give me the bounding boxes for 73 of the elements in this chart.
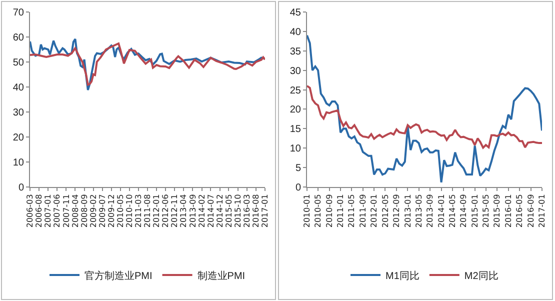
- x-tick-label: 2014-05: [448, 194, 457, 228]
- x-tick-label: 2016-03: [242, 194, 252, 228]
- x-tick-label: 2007-06: [52, 194, 62, 228]
- y-tick-label: 70: [12, 8, 24, 18]
- x-tick-label: 2011-09: [358, 194, 368, 228]
- x-tick-label: 2013-05: [414, 194, 424, 228]
- x-tick-label: 2015-01: [470, 194, 480, 228]
- x-tick-label: 2015-05: [481, 194, 490, 228]
- line-series: [307, 34, 542, 184]
- x-tick-label: 2012-06: [161, 194, 170, 228]
- x-tick-label: 2010-09: [324, 194, 334, 228]
- y-tick-label: 30: [12, 108, 24, 118]
- x-tick-label: 2007-11: [62, 194, 71, 228]
- legend-label: M2同比: [464, 270, 498, 282]
- x-tick-label: 2017-01: [260, 194, 270, 228]
- x-tick-label: 2013-01: [403, 194, 412, 228]
- x-tick-label: 2015-05: [224, 194, 234, 228]
- y-tick-label: 0: [295, 182, 302, 194]
- x-tick-label: 2016-05: [515, 194, 524, 228]
- y-tick-label: 45: [290, 8, 302, 18]
- y-tick-label: 30: [290, 66, 302, 77]
- x-tick-label: 2009-07: [98, 194, 107, 228]
- x-tick-label: 2011-08: [143, 194, 152, 228]
- x-tick-label: 2008-04: [70, 194, 80, 228]
- x-tick-label: 2010-01: [302, 194, 312, 228]
- x-tick-label: 2013-09: [188, 194, 198, 228]
- line-series: [307, 84, 542, 149]
- x-tick-label: 2015-09: [492, 194, 502, 228]
- y-tick-label: 10: [12, 158, 24, 168]
- x-tick-label: 2013-09: [426, 194, 435, 228]
- x-tick-label: 2010-10: [125, 194, 134, 228]
- x-tick-label: 2011-05: [347, 194, 356, 228]
- x-tick-label: 2014-02: [197, 194, 206, 228]
- x-tick-label: 2008-09: [80, 194, 89, 228]
- y-tick-label: 50: [12, 58, 24, 68]
- legend-label: 制造业PMI: [197, 270, 246, 282]
- x-tick-label: 2016-09: [526, 194, 536, 228]
- x-tick-label: 2010-05: [314, 194, 323, 228]
- x-tick-label: 2011-01: [336, 194, 346, 228]
- legend-label: 官方制造业PMI: [84, 270, 152, 282]
- y-tick-label: 40: [290, 26, 302, 38]
- y-tick-label: 60: [12, 32, 24, 44]
- x-tick-label: 2015-10: [233, 194, 242, 228]
- y-tick-label: 40: [12, 82, 24, 94]
- x-tick-label: 2017-01: [538, 194, 547, 228]
- x-tick-label: 2014-12: [215, 194, 224, 228]
- x-tick-label: 2010-05: [116, 194, 125, 228]
- x-tick-label: 2012-09: [392, 194, 402, 228]
- x-tick-label: 2016-01: [504, 194, 513, 228]
- y-tick-label: 20: [12, 132, 24, 144]
- x-tick-label: 2012-01: [152, 194, 162, 228]
- y-tick-label: 35: [290, 46, 302, 58]
- x-tick-label: 2013-04: [179, 194, 188, 228]
- x-tick-label: 2009-02: [88, 194, 98, 228]
- x-tick-label: 2014-01: [436, 194, 446, 228]
- y-tick-label: 0: [18, 182, 24, 194]
- x-tick-label: 2014-07: [206, 194, 216, 228]
- x-tick-label: 2006-03: [26, 194, 35, 228]
- y-tick-label: 20: [290, 104, 302, 116]
- x-tick-label: 2012-05: [380, 194, 390, 228]
- x-tick-label: 2014-09: [459, 194, 468, 228]
- x-tick-label: 2012-11: [170, 194, 180, 228]
- x-tick-label: 2012-01: [370, 194, 379, 228]
- y-tick-label: 10: [290, 144, 302, 155]
- y-tick-label: 15: [290, 124, 302, 136]
- y-tick-label: 5: [295, 163, 302, 174]
- x-tick-label: 2016-08: [252, 194, 261, 228]
- legend-label: M1同比: [386, 270, 420, 282]
- x-tick-label: 2011-03: [134, 194, 143, 228]
- x-tick-label: 2006-08: [34, 194, 44, 228]
- y-tick-label: 25: [290, 85, 302, 96]
- x-tick-label: 2007-01: [44, 194, 53, 228]
- x-tick-label: 2009-12: [106, 194, 116, 228]
